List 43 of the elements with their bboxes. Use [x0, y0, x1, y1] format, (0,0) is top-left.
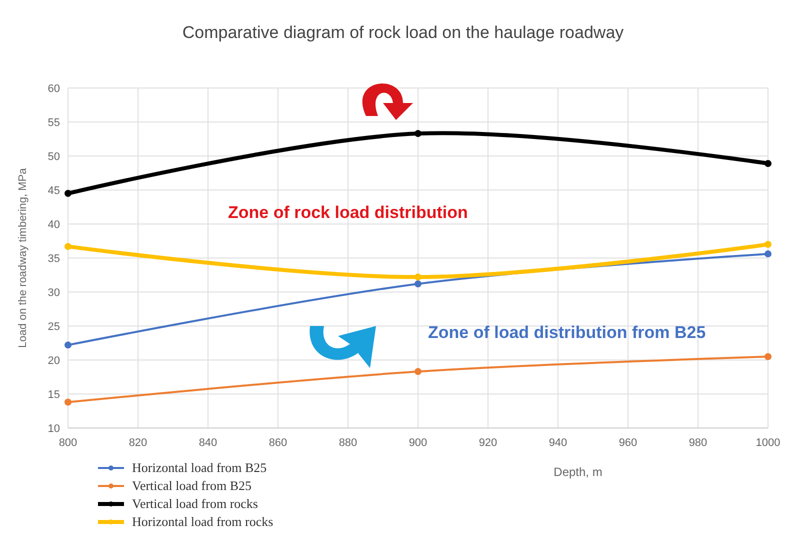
point [414, 274, 422, 281]
y-tick-label: 35 [48, 253, 60, 265]
y-tick-label: 40 [48, 219, 60, 231]
legend-label: Vertical load from rocks [132, 496, 258, 511]
y-tick-label: 60 [48, 83, 60, 95]
x-tick-label: 960 [618, 437, 638, 449]
x-tick-label: 1000 [756, 437, 780, 449]
y-tick-label: 20 [48, 355, 60, 367]
y-axis-title: Load on the roadway timbering, MPa [17, 167, 29, 348]
point [764, 353, 772, 360]
point [64, 398, 72, 406]
point [64, 342, 72, 349]
x-tick-label: 980 [688, 437, 708, 449]
point [764, 250, 772, 258]
point [764, 160, 772, 167]
point [764, 240, 772, 248]
legend-label: Horizontal load from B25 [132, 460, 267, 475]
point [64, 242, 72, 250]
point [414, 368, 422, 376]
x-tick-label: 880 [338, 437, 358, 449]
y-tick-label: 15 [48, 389, 60, 401]
annotation: Zone of rock load distribution [228, 203, 468, 222]
legend-label: Vertical load from B25 [132, 478, 252, 493]
x-tick-label: 920 [478, 437, 498, 449]
point [414, 280, 422, 288]
y-tick-label: 45 [48, 185, 60, 197]
y-tick-label: 50 [48, 151, 60, 163]
y-tick-label: 30 [48, 287, 60, 299]
x-tick-label: 800 [58, 437, 78, 449]
point [414, 130, 422, 138]
legend-label: Horizontal load from rocks [132, 514, 274, 529]
chart-title: Comparative diagram of rock load on the haulage roadway [182, 23, 624, 42]
y-tick-label: 25 [48, 321, 60, 333]
point [64, 190, 72, 197]
x-tick-label: 900 [408, 437, 428, 449]
annotation: Zone of load distribution from B25 [428, 323, 706, 342]
x-tick-label: 940 [548, 437, 568, 449]
x-tick-label: 840 [198, 437, 218, 449]
x-axis-title: Depth, m [554, 465, 602, 479]
y-tick-label: 55 [48, 117, 60, 129]
x-tick-label: 820 [128, 437, 148, 449]
y-tick-label: 10 [48, 423, 60, 435]
x-tick-label: 860 [268, 437, 288, 449]
